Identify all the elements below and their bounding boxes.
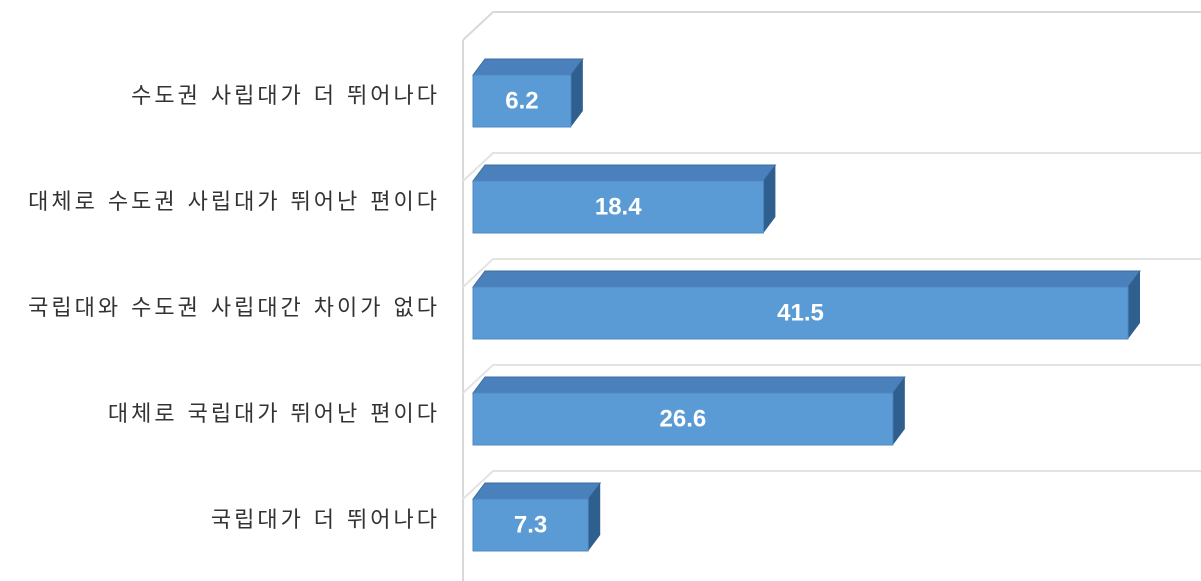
bar-top [472, 482, 602, 500]
bar-front [472, 286, 1129, 340]
bar-top [472, 164, 777, 182]
value-label: 18.4 [595, 193, 642, 220]
bar-top [472, 58, 584, 76]
bar-side [892, 377, 905, 445]
category-label: 대체로 수도권 사립대가 뛰어난 편이다 [28, 190, 440, 215]
value-label: 7.3 [514, 511, 547, 538]
category-label: 수도권 사립대가 더 뛰어나다 [131, 84, 440, 109]
category-label: 국립대가 더 뛰어나다 [211, 508, 440, 533]
bar [472, 164, 777, 234]
bar-front [472, 498, 589, 552]
bar [472, 482, 602, 552]
grid-line [462, 470, 1201, 500]
bar-side [763, 165, 776, 233]
bar-front [472, 180, 764, 234]
bar-top [472, 376, 906, 394]
bar [472, 376, 906, 446]
bar-top [472, 270, 1141, 288]
category-label: 대체로 국립대가 뛰어난 편이다 [108, 402, 440, 427]
bar [472, 270, 1141, 340]
bar-side [588, 483, 601, 551]
back-wall [462, 11, 1201, 581]
bar-front [472, 392, 894, 446]
bar-side [1128, 271, 1140, 339]
value-label: 6.2 [505, 87, 538, 114]
value-label: 41.5 [777, 299, 824, 326]
grid-line [462, 258, 1201, 288]
bar-front [472, 74, 572, 128]
category-label: 국립대와 수도권 사립대간 차이가 없다 [28, 296, 440, 321]
bar-side [570, 59, 583, 127]
bar [472, 58, 584, 128]
grid-line [462, 152, 1201, 182]
grid-line [462, 364, 1201, 394]
value-label: 26.6 [660, 405, 707, 432]
